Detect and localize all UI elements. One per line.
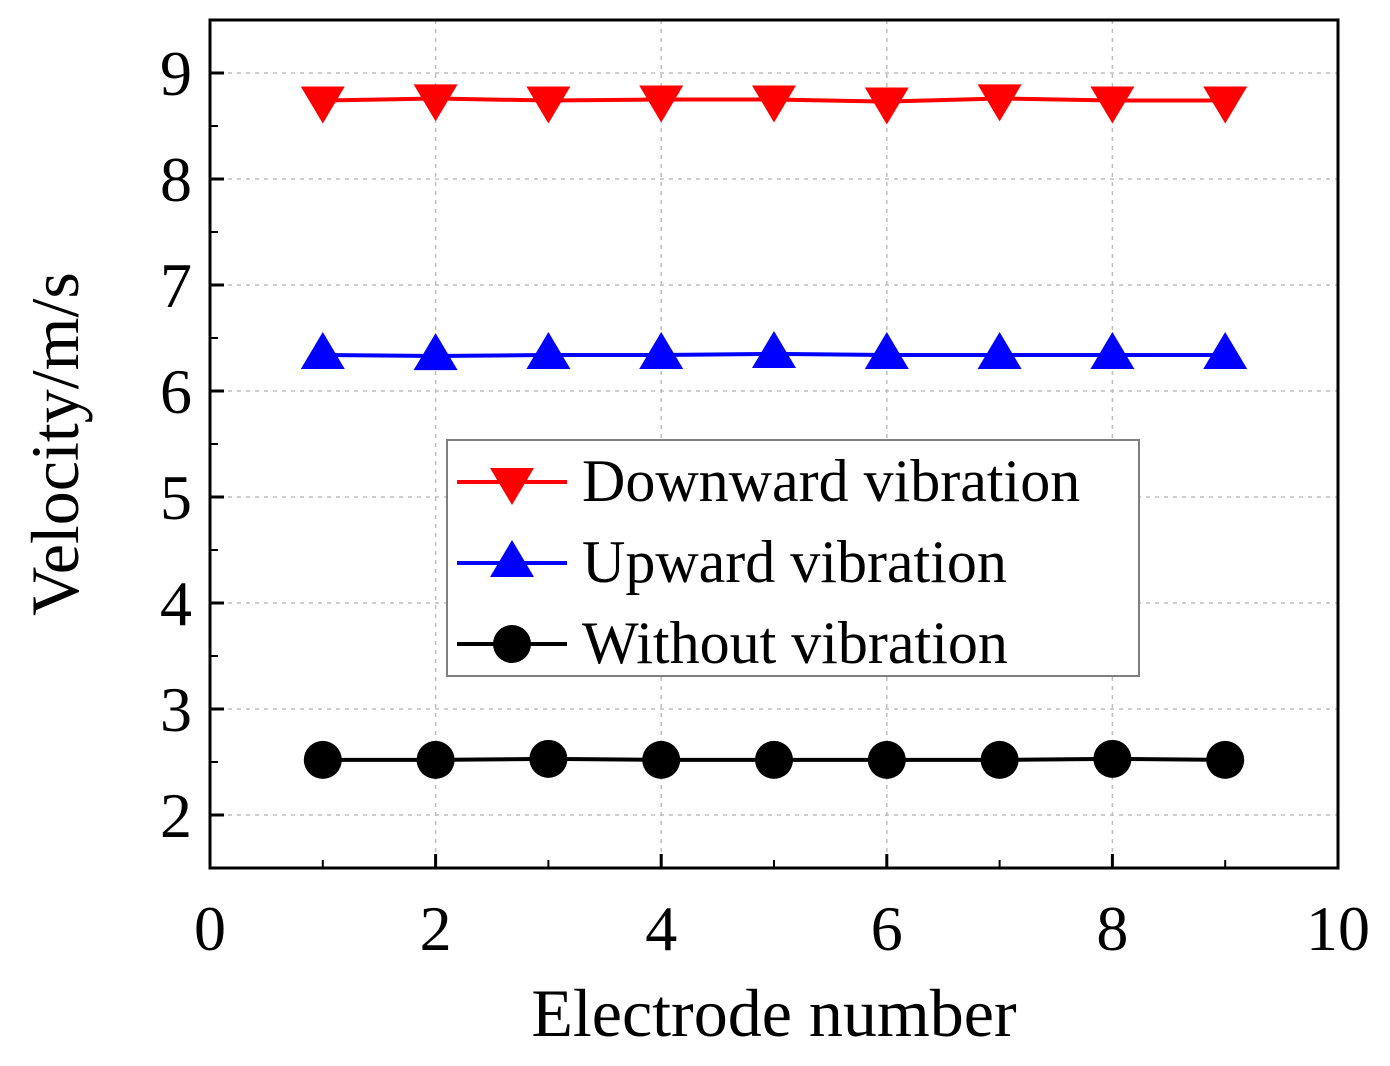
- without-vibration-point: [303, 740, 342, 779]
- x-tick-label: 8: [1096, 893, 1128, 964]
- y-tick-label: 7: [160, 250, 192, 321]
- x-tick-label: 4: [645, 893, 677, 964]
- y-tick-label: 3: [160, 674, 192, 745]
- downward-vibration-point: [1203, 86, 1248, 124]
- without-vibration-point: [529, 739, 568, 778]
- legend-marker-upward-vibration: [490, 540, 534, 578]
- without-vibration-point: [642, 740, 681, 779]
- downward-vibration-point: [413, 84, 458, 122]
- downward-vibration-point: [1090, 86, 1135, 124]
- upward-vibration-point: [413, 333, 458, 371]
- y-tick-label: 9: [160, 38, 192, 109]
- without-vibration-point: [416, 740, 455, 779]
- upward-vibration-point: [864, 332, 909, 370]
- without-vibration-point: [980, 740, 1019, 779]
- y-tick-label: 8: [160, 144, 192, 215]
- series-layer: [300, 84, 1248, 779]
- legend-box: [446, 439, 1140, 677]
- y-tick-label: 5: [160, 462, 192, 533]
- x-axis-title: Electrode number: [531, 975, 1017, 1051]
- upward-vibration-point: [526, 332, 571, 370]
- upward-vibration-point: [1203, 332, 1248, 370]
- y-tick-label: 2: [160, 780, 192, 851]
- downward-vibration-point: [300, 86, 345, 124]
- legend-marker-downward-vibration: [490, 467, 534, 505]
- legend: Downward vibration Upward vibration Withou…: [446, 439, 1140, 677]
- downward-vibration-point: [977, 84, 1022, 122]
- legend-label-upward-vibration: Upward vibration: [582, 529, 1007, 595]
- without-vibration-point: [1093, 739, 1132, 778]
- x-tick-label: 2: [420, 893, 452, 964]
- y-tick-label: 4: [160, 568, 192, 639]
- without-vibration-point: [1206, 740, 1245, 779]
- without-vibration-point: [867, 740, 906, 779]
- legend-label-without-vibration: Without vibration: [582, 610, 1008, 676]
- x-tick-label: 6: [871, 893, 903, 964]
- x-tick-label: 0: [194, 893, 226, 964]
- upward-vibration-point: [1090, 332, 1135, 370]
- upward-vibration-point: [977, 332, 1022, 370]
- legend-label-downward-vibration: Downward vibration: [582, 448, 1080, 514]
- x-tick-label: 10: [1306, 893, 1370, 964]
- upward-vibration-point: [752, 330, 796, 368]
- downward-vibration-point: [526, 86, 571, 124]
- without-vibration-point: [755, 740, 793, 779]
- upward-vibration-point: [639, 332, 684, 370]
- downward-vibration-point: [864, 87, 909, 125]
- legend-marker-without-vibration: [493, 625, 531, 663]
- y-tick-label: 6: [160, 356, 192, 427]
- downward-vibration-point: [639, 85, 684, 123]
- y-axis-title: Velocity/m/s: [17, 272, 93, 616]
- upward-vibration-point: [300, 332, 345, 370]
- downward-vibration-point: [752, 85, 796, 123]
